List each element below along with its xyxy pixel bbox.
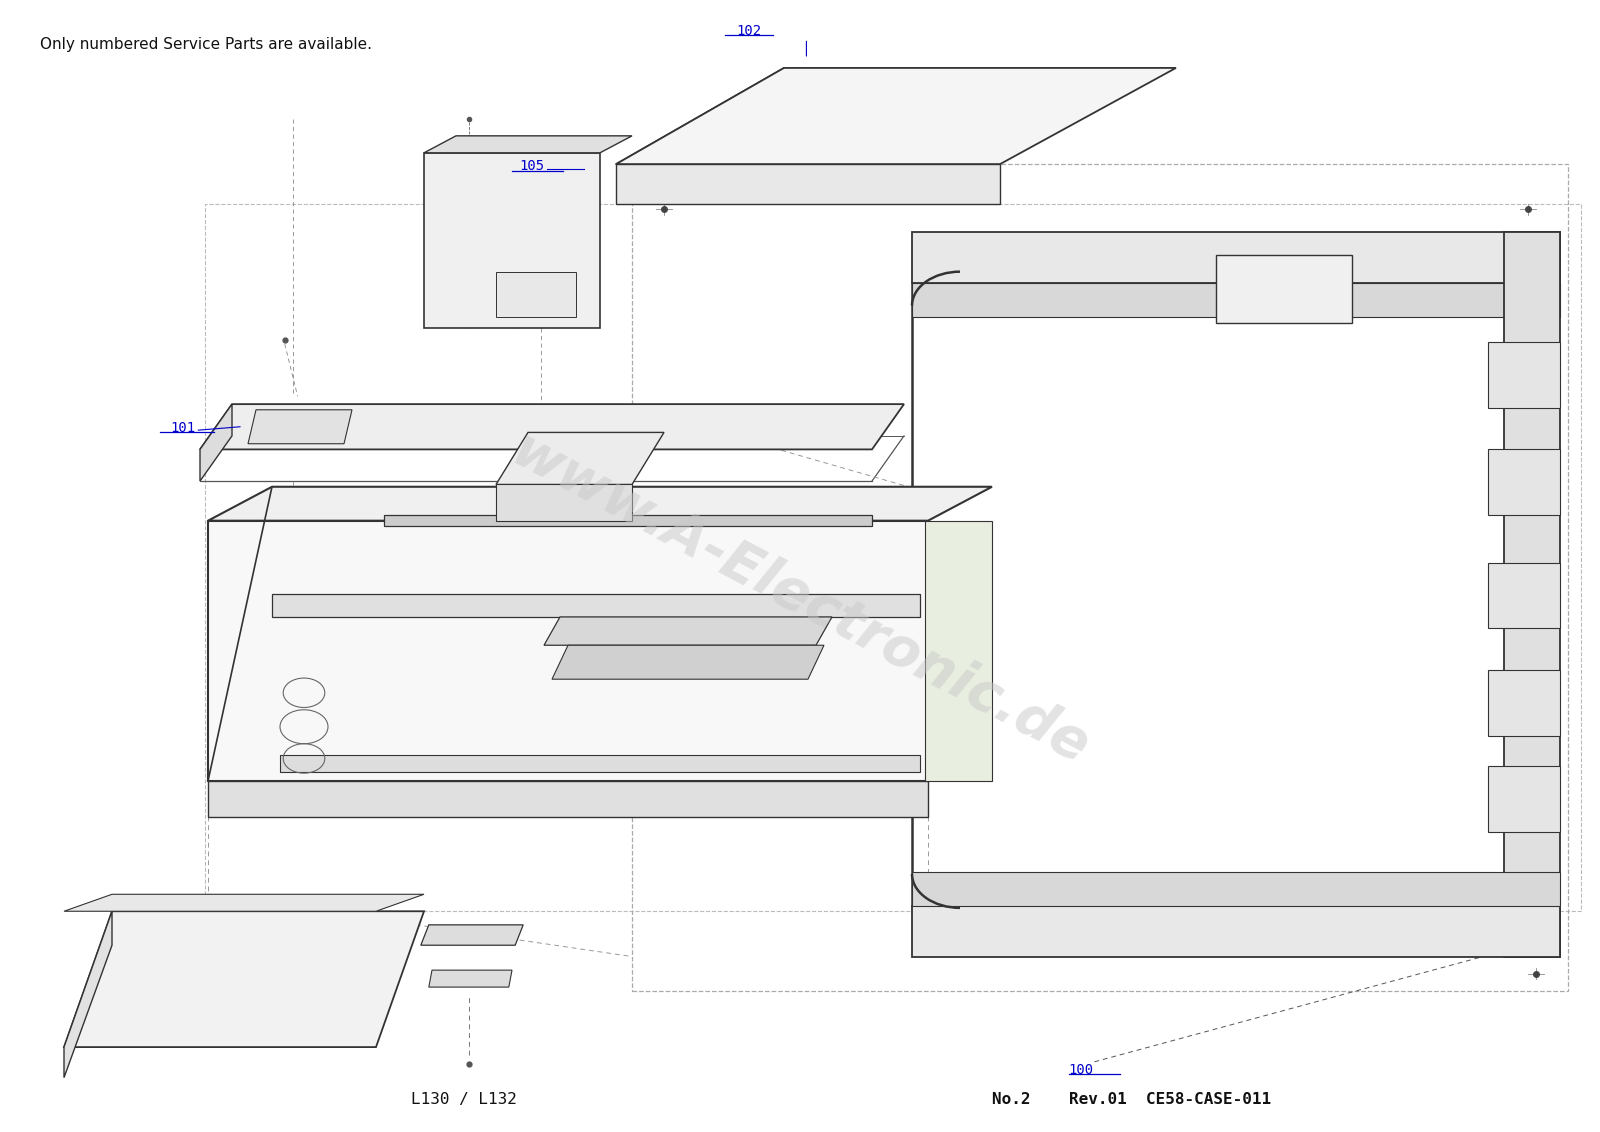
Polygon shape	[248, 410, 352, 444]
Polygon shape	[496, 432, 664, 484]
Polygon shape	[544, 617, 832, 645]
Polygon shape	[64, 911, 112, 1078]
Polygon shape	[1488, 563, 1560, 628]
Text: 100: 100	[1069, 1063, 1094, 1077]
Polygon shape	[200, 404, 232, 481]
Text: 101: 101	[170, 421, 195, 435]
Polygon shape	[280, 755, 920, 772]
Polygon shape	[384, 515, 872, 526]
Polygon shape	[925, 521, 992, 781]
Text: Only numbered Service Parts are available.: Only numbered Service Parts are availabl…	[40, 37, 371, 52]
Bar	[205, 204, 1581, 911]
Polygon shape	[616, 68, 1176, 164]
Polygon shape	[552, 645, 824, 679]
Polygon shape	[1504, 232, 1560, 957]
Polygon shape	[208, 487, 992, 521]
Polygon shape	[912, 872, 1560, 906]
Text: www.A-Electronic.de: www.A-Electronic.de	[502, 424, 1098, 775]
Text: L130 / L132: L130 / L132	[411, 1092, 517, 1107]
Polygon shape	[1488, 766, 1560, 832]
Polygon shape	[208, 521, 928, 781]
Polygon shape	[912, 906, 1560, 957]
Polygon shape	[208, 781, 928, 817]
Polygon shape	[272, 594, 920, 617]
Polygon shape	[1488, 342, 1560, 408]
Polygon shape	[912, 232, 1560, 283]
Polygon shape	[1488, 670, 1560, 736]
Polygon shape	[616, 164, 1000, 204]
Bar	[632, 164, 1568, 990]
Polygon shape	[1216, 255, 1352, 323]
Polygon shape	[64, 911, 424, 1047]
Text: No.2    Rev.01  CE58-CASE-011: No.2 Rev.01 CE58-CASE-011	[992, 1092, 1270, 1107]
Polygon shape	[496, 484, 632, 521]
Polygon shape	[208, 487, 272, 781]
Text: 105: 105	[518, 160, 544, 173]
Text: 102: 102	[736, 24, 762, 37]
Polygon shape	[421, 925, 523, 945]
Polygon shape	[200, 404, 904, 449]
Polygon shape	[64, 894, 424, 911]
Polygon shape	[1488, 449, 1560, 515]
Polygon shape	[496, 272, 576, 317]
Polygon shape	[424, 153, 600, 328]
Polygon shape	[424, 136, 632, 153]
Polygon shape	[429, 970, 512, 987]
Polygon shape	[912, 283, 1560, 317]
